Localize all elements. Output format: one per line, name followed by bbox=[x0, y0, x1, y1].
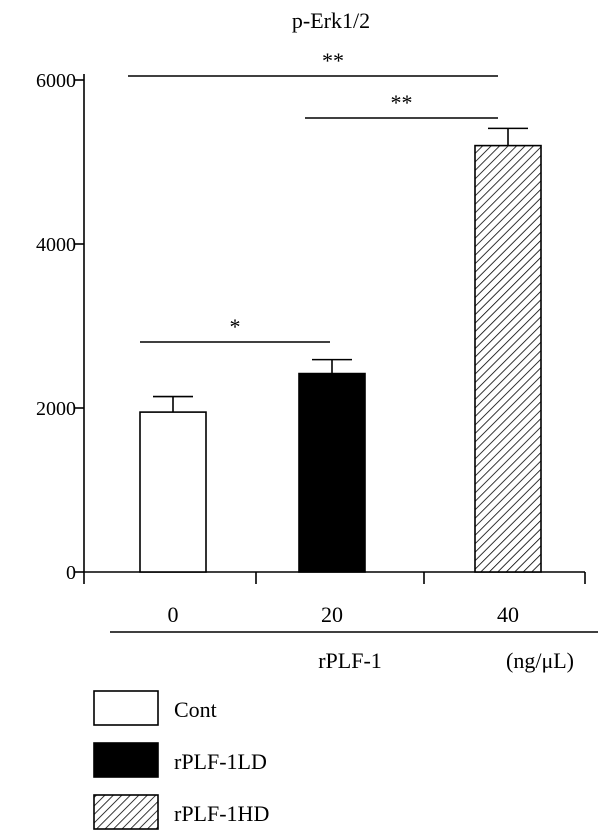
bar-40 bbox=[474, 144, 542, 573]
legend-label: Cont bbox=[174, 697, 217, 722]
legend-swatch bbox=[93, 794, 159, 830]
x-tick-label: 0 bbox=[168, 602, 179, 627]
legend-swatch bbox=[93, 690, 159, 726]
significance-label: ** bbox=[322, 48, 344, 73]
legend: Cont rPLF-1LD rPLF-1HD bbox=[93, 690, 269, 830]
x-unit-label: (ng/μL) bbox=[506, 648, 574, 673]
chart-title: p-Erk1/2 bbox=[292, 8, 370, 33]
y-tick-label: 6000 bbox=[36, 70, 76, 92]
x-tick-label: 20 bbox=[321, 602, 343, 627]
significance-label: ** bbox=[391, 90, 413, 115]
y-tick-label: 2000 bbox=[36, 398, 76, 420]
significance-label: * bbox=[230, 314, 241, 339]
y-tick-label: 0 bbox=[66, 562, 76, 584]
bars bbox=[139, 127, 542, 573]
x-tick-label: 40 bbox=[497, 602, 519, 627]
bar-20 bbox=[298, 372, 366, 573]
legend-swatch bbox=[93, 742, 159, 778]
significance-annotations: ***** bbox=[128, 48, 498, 343]
y-tick-label: 4000 bbox=[36, 234, 76, 256]
bar-0 bbox=[139, 411, 207, 573]
legend-label: rPLF-1LD bbox=[174, 749, 267, 774]
legend-label: rPLF-1HD bbox=[174, 801, 269, 826]
x-group-label: rPLF-1 bbox=[318, 648, 382, 673]
